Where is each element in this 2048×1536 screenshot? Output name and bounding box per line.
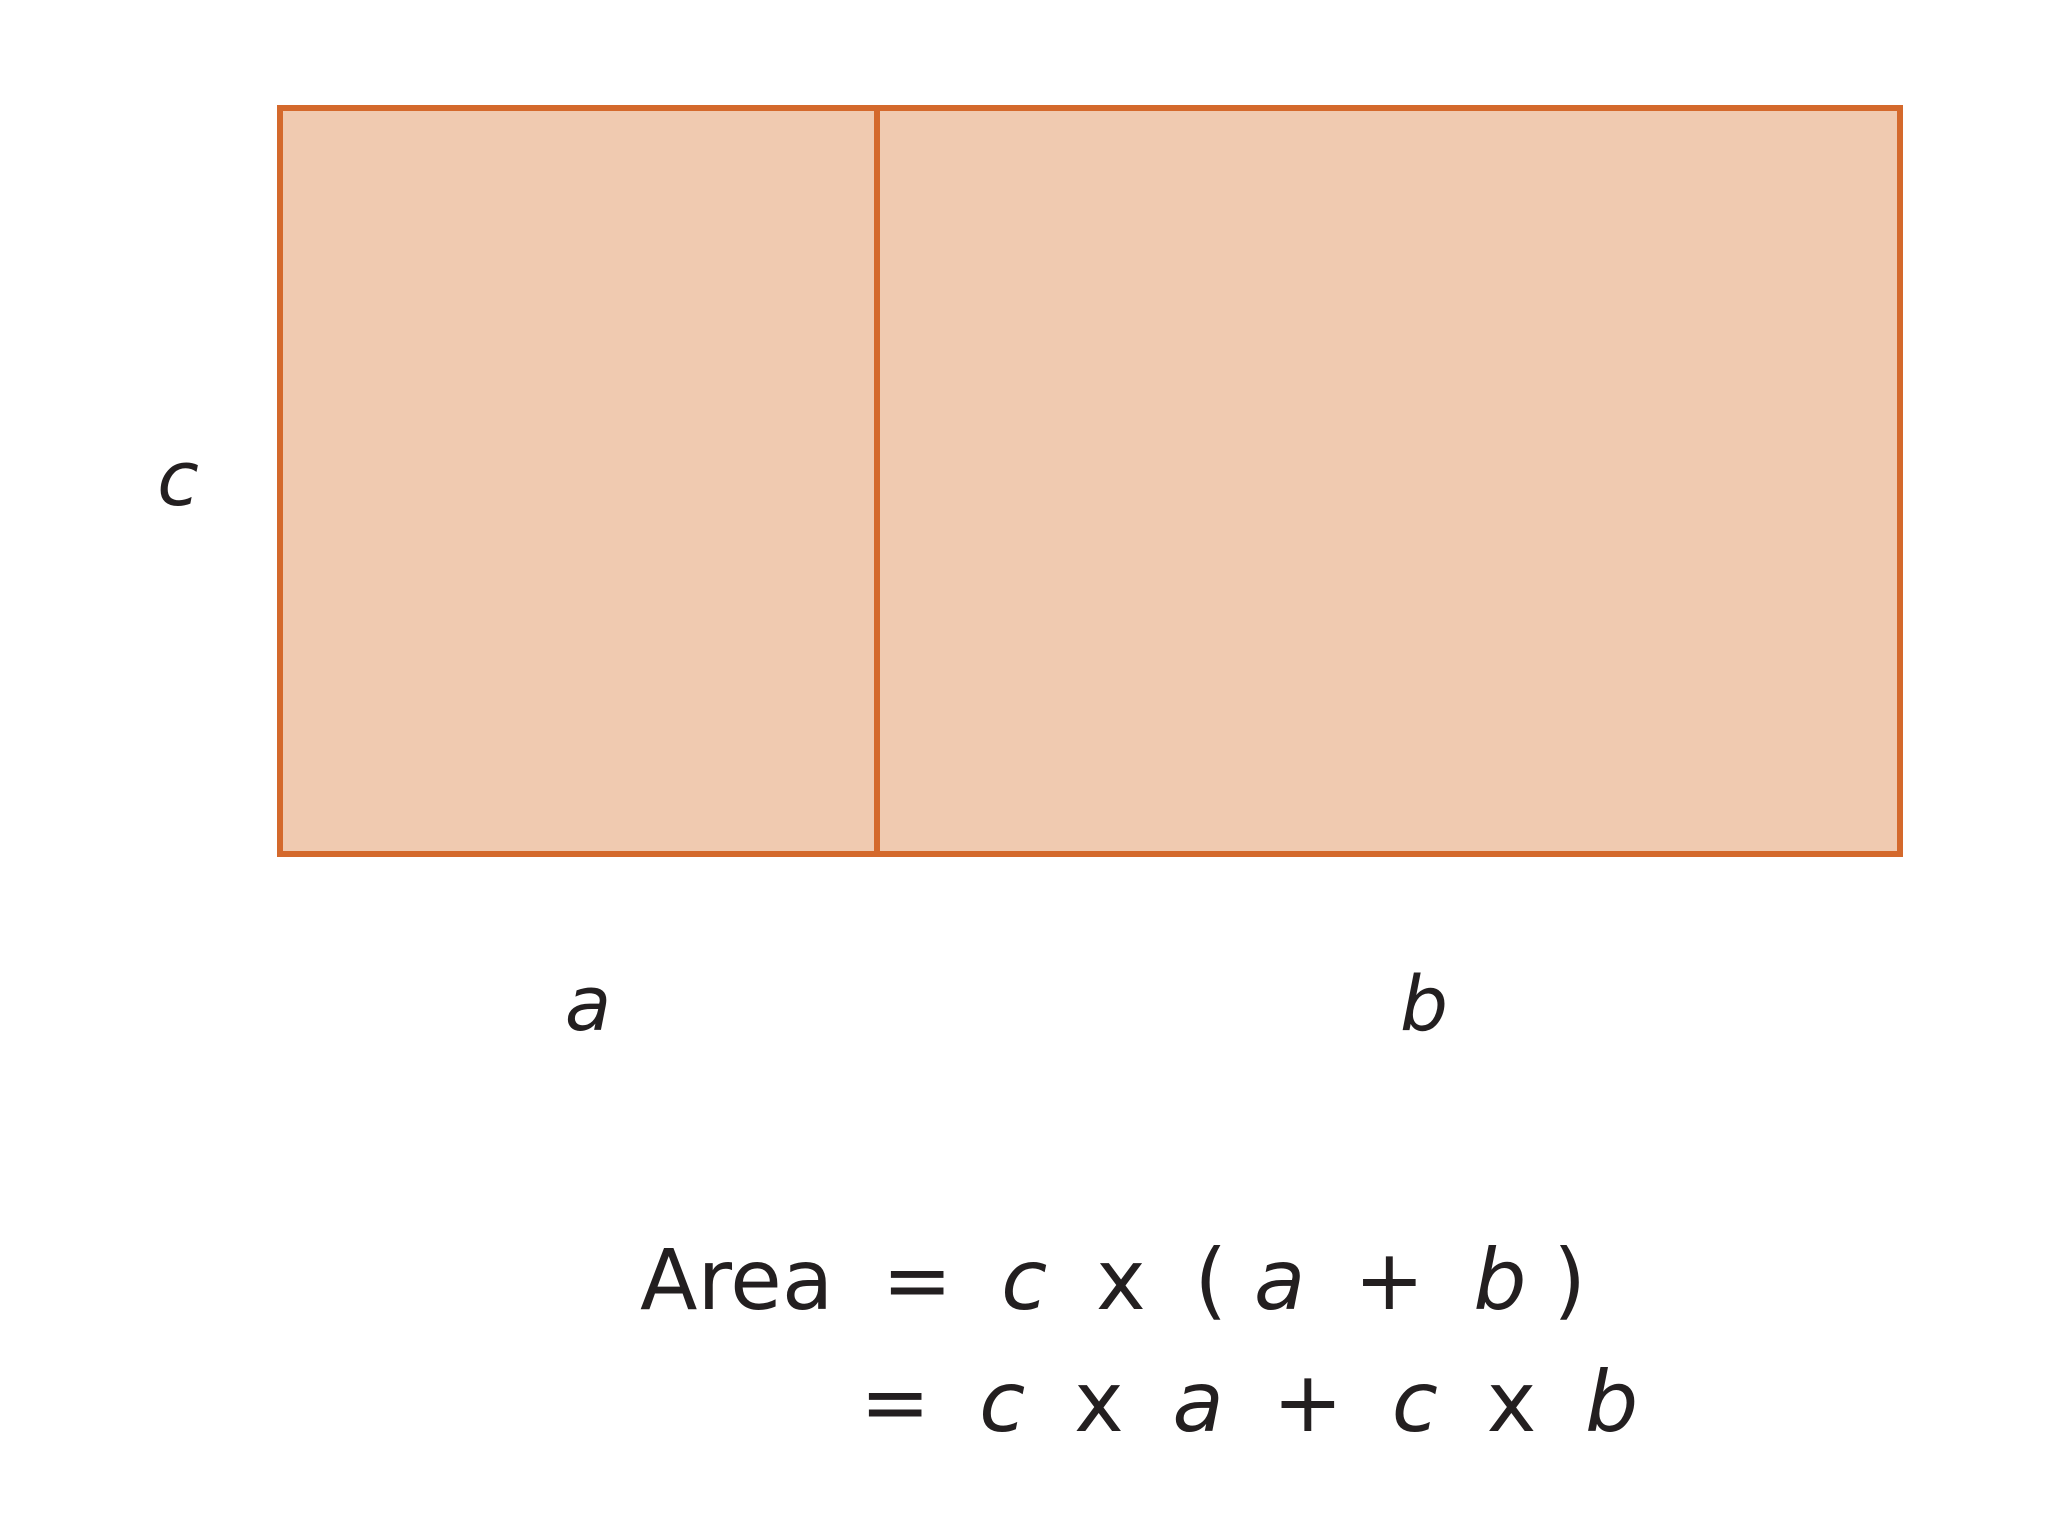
area-formula-line-1: Area = c x ( a + b ) bbox=[640, 1238, 1608, 1322]
variable-c: c bbox=[1391, 1353, 1438, 1451]
area-formula-line-2: = c x a + c x b bbox=[860, 1360, 1660, 1444]
rectangle-part-a bbox=[277, 105, 880, 857]
height-label-c: c bbox=[157, 434, 199, 523]
width-label-b: b bbox=[1400, 959, 1448, 1048]
area-word: Area bbox=[640, 1231, 834, 1329]
close-parenthesis: ) bbox=[1553, 1231, 1586, 1329]
variable-b: b bbox=[1585, 1353, 1639, 1451]
variable-b: b bbox=[1473, 1231, 1527, 1329]
variable-c: c bbox=[979, 1353, 1026, 1451]
plus-sign: + bbox=[1272, 1353, 1343, 1451]
variable-a: a bbox=[1253, 1231, 1306, 1329]
variable-c: c bbox=[1001, 1231, 1048, 1329]
times-sign: x bbox=[1073, 1353, 1124, 1451]
plus-sign: + bbox=[1354, 1231, 1425, 1329]
equals-sign: = bbox=[860, 1353, 931, 1451]
rectangle-part-b bbox=[874, 105, 1903, 857]
width-label-a: a bbox=[565, 959, 612, 1048]
variable-a: a bbox=[1172, 1353, 1224, 1451]
equals-sign: = bbox=[882, 1231, 953, 1329]
times-sign: x bbox=[1486, 1353, 1537, 1451]
times-sign: x bbox=[1096, 1231, 1146, 1329]
open-parenthesis: ( bbox=[1194, 1231, 1228, 1329]
